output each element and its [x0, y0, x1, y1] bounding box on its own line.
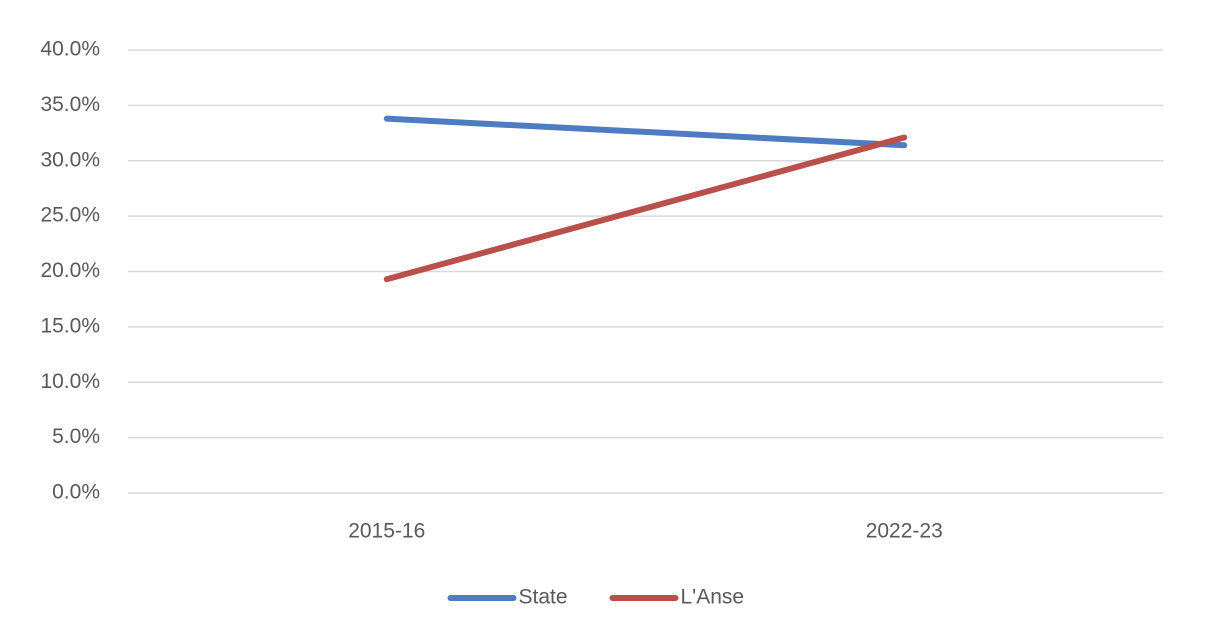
x-tick-label: 2022-23: [866, 520, 943, 543]
y-tick-label: 5.0%: [52, 425, 100, 448]
legend-label: L'Anse: [681, 586, 745, 609]
x-tick-label: 2015-16: [348, 520, 425, 543]
y-tick-label: 20.0%: [40, 259, 100, 282]
line-series: [383, 115, 908, 149]
y-tick-label: 0.0%: [52, 481, 100, 504]
y-tick-label: 40.0%: [40, 38, 100, 61]
y-tick-label: 35.0%: [40, 93, 100, 116]
y-tick-label: 25.0%: [40, 204, 100, 227]
y-tick-label: 30.0%: [40, 148, 100, 171]
line-series: [383, 134, 908, 283]
legend-label: State: [519, 586, 568, 609]
y-tick-label: 10.0%: [40, 370, 100, 393]
y-tick-label: 15.0%: [40, 314, 100, 337]
